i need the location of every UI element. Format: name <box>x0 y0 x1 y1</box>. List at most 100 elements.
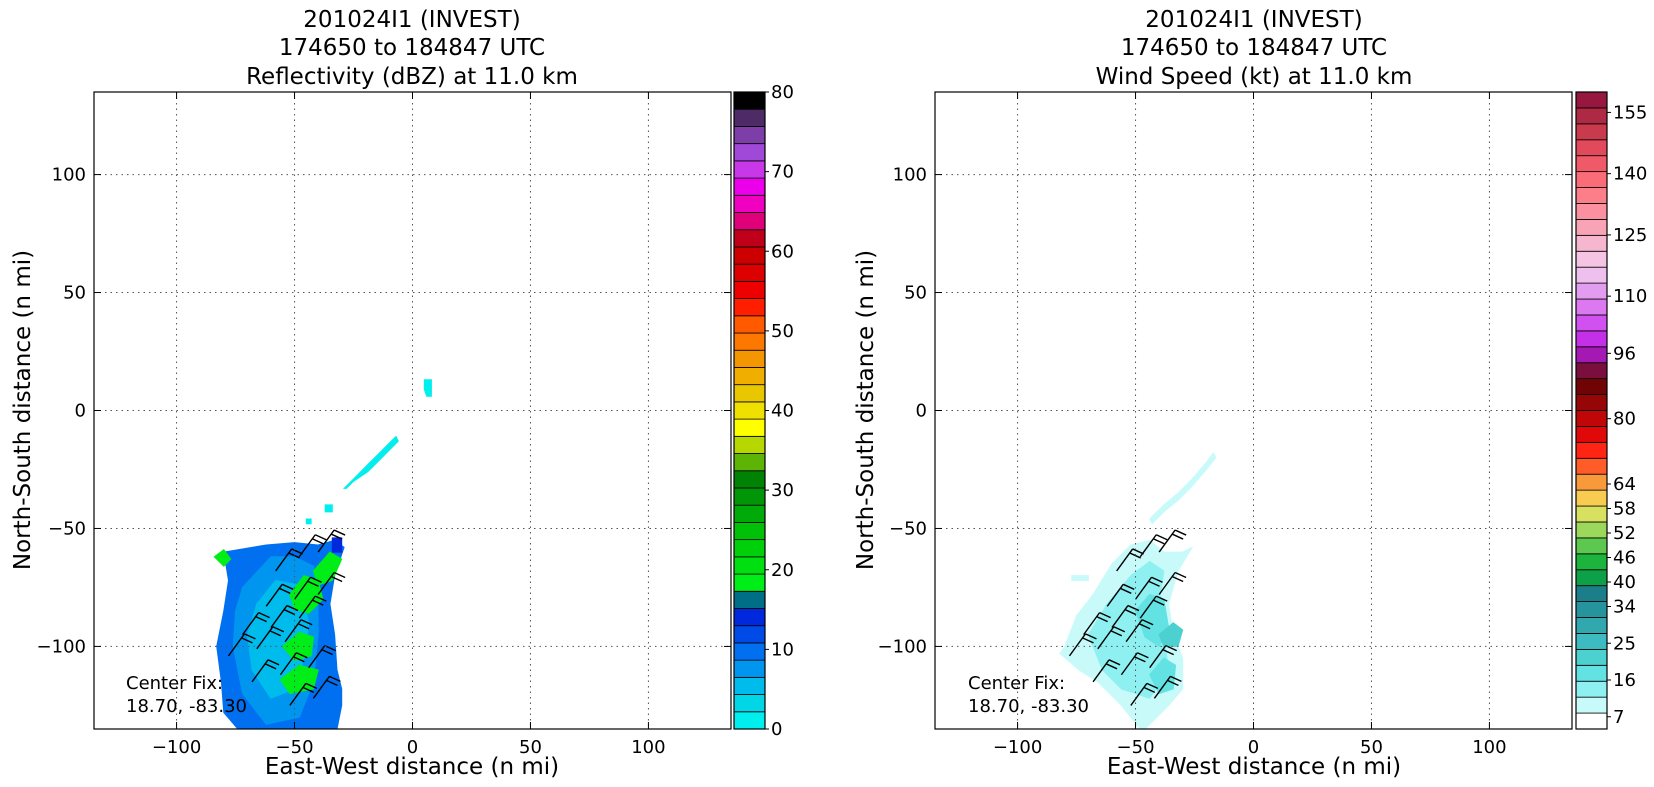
reflectivity-colorbar-segment <box>733 470 766 489</box>
wind-barb <box>1139 595 1168 619</box>
reflectivity-colorbar-segment <box>733 590 766 609</box>
reflectivity-colorbar-tick-label: 80 <box>771 82 794 103</box>
wind-speed-y-tick-label: 0 <box>916 401 927 422</box>
wind-barb-flag <box>267 659 280 666</box>
wind-barb-flag <box>1108 659 1121 666</box>
wind-barb-flag <box>305 682 318 690</box>
wind-speed-colorbar-tick-label: 80 <box>1613 409 1636 430</box>
reflectivity-gridlines <box>94 92 731 729</box>
reflectivity-colorbar-segment <box>733 126 766 145</box>
wind-barb-flag <box>300 619 313 626</box>
reflectivity-colorbar-segment <box>733 229 766 248</box>
reflectivity-y-axis-label: North-South distance (n mi) <box>10 250 36 570</box>
wind-speed-colorbar-tick-label: 34 <box>1613 597 1636 618</box>
reflectivity-colorbar-tick-label: 60 <box>771 241 794 262</box>
wind-speed-x-tick-label: 50 <box>1360 737 1383 758</box>
wind-barb <box>1111 604 1140 628</box>
wind-speed-colorbar-segment <box>1575 282 1608 300</box>
reflectivity-colorbar-segment <box>733 367 766 386</box>
wind-speed-colorbar-segment <box>1575 680 1608 698</box>
wind-barb <box>1158 529 1187 553</box>
reflectivity-colorbar-segment <box>733 194 766 213</box>
wind-barb-flag <box>1132 548 1144 555</box>
reflectivity-y-tick-label: −50 <box>48 518 86 539</box>
reflectivity-x-tick-label: 50 <box>519 737 542 758</box>
wind-speed-colorbar-segment <box>1575 187 1608 204</box>
wind-speed-colorbar-segment <box>1575 601 1608 618</box>
wind-barb-flag <box>1119 587 1132 594</box>
reflectivity-y-tick-label: 100 <box>52 165 86 186</box>
reflectivity-colorbar-segment <box>733 280 766 299</box>
reflectivity-echo-region <box>331 537 343 553</box>
wind-barb-flag <box>310 576 322 583</box>
wind-barb <box>1120 652 1149 676</box>
wind-barb-flag <box>1155 595 1168 602</box>
reflectivity-echo-region <box>213 548 232 567</box>
reflectivity-y-tick-label: 50 <box>63 283 86 304</box>
wind-speed-colorbar-segment <box>1575 330 1608 348</box>
reflectivity-colorbar-segment <box>733 177 766 196</box>
wind-barb-flag <box>1085 633 1097 640</box>
wind-speed-colorbar-segment <box>1575 537 1608 555</box>
wind-barb-flag <box>1174 529 1187 536</box>
wind-speed-colorbar-segment <box>1575 569 1608 587</box>
wind-speed-colorbar-segment <box>1575 473 1608 491</box>
wind-speed-colorbar-segment <box>1575 696 1608 714</box>
wind-speed-y-tick-label: 50 <box>904 283 927 304</box>
wind-speed-colorbar-tick-label: 46 <box>1613 548 1636 569</box>
reflectivity-echo-region <box>279 664 319 695</box>
reflectivity-echo-region <box>312 551 343 586</box>
wind-speed-panel: 201024I1 (INVEST) 174650 to 184847 UTC W… <box>853 7 1647 780</box>
wind-speed-colorbar-tick-label: 7 <box>1613 707 1624 728</box>
wind-barb-flag <box>324 645 336 652</box>
wind-speed-colorbar-segment <box>1575 155 1608 173</box>
wind-speed-colorbar-segment <box>1575 298 1608 316</box>
wind-speed-center-fix-label: Center Fix: <box>968 673 1065 694</box>
reflectivity-colorbar-segment <box>733 418 766 437</box>
wind-speed-colorbar-segment <box>1575 171 1608 188</box>
wind-barb-flag <box>314 595 327 602</box>
wind-speed-colorbar-tick-label: 58 <box>1613 499 1636 520</box>
wind-speed-colorbar-segment <box>1575 410 1608 427</box>
reflectivity-colorbar-segment <box>733 711 766 730</box>
wind-barb-flag <box>1127 604 1140 612</box>
wind-barb-flag <box>1124 608 1137 616</box>
wind-barb <box>298 595 327 619</box>
wind-barb-flag <box>1143 686 1156 694</box>
wind-speed-colorbar-tick-label: 25 <box>1613 633 1636 654</box>
wind-speed-gridlines <box>935 92 1572 729</box>
wind-barb-flag <box>291 548 303 555</box>
wind-speed-colorbar-segment <box>1575 250 1608 268</box>
wind-barb <box>1139 534 1168 558</box>
reflectivity-colorbar-segment <box>733 435 766 454</box>
wind-speed-echo-region <box>1158 622 1184 647</box>
reflectivity-panel: 201024I1 (INVEST) 174650 to 184847 UTC R… <box>10 7 794 780</box>
wind-barb-flag <box>1137 652 1149 659</box>
wind-barb-flag <box>329 675 341 682</box>
wind-speed-y-axis-label: North-South distance (n mi) <box>853 250 879 570</box>
wind-speed-colorbar-segment <box>1575 139 1608 157</box>
wind-speed-plot-area: −100 −50 0 50 100 −100 −50 0 50 100 <box>878 91 1573 758</box>
wind-speed-colorbar-segment <box>1575 441 1608 459</box>
reflectivity-wind-barbs <box>227 529 346 706</box>
wind-barb <box>1153 675 1182 699</box>
wind-barb-flag <box>330 575 343 583</box>
wind-barb-flag <box>1134 656 1146 663</box>
reflectivity-y-tick-label: −100 <box>37 636 86 657</box>
wind-speed-colorbar-segment <box>1575 521 1608 539</box>
wind-barb-flag <box>281 583 294 590</box>
reflectivity-x-tick-label: −100 <box>152 737 201 758</box>
reflectivity-colorbar-segment <box>733 522 766 541</box>
wind-barb-flag <box>333 571 346 579</box>
wind-speed-colorbar: 7 16 25 34 40 46 52 58 64 80 96 110 125 140 155 <box>1575 91 1647 730</box>
wind-speed-colorbar-tick-label: 40 <box>1613 572 1636 593</box>
wind-barb <box>1134 576 1163 600</box>
wind-barb <box>1130 682 1159 706</box>
reflectivity-center-fix-coords: 18.70, -83.30 <box>126 696 247 717</box>
wind-barb-flag <box>241 637 253 644</box>
wind-speed-x-tick-label: −50 <box>1117 737 1155 758</box>
wind-barb <box>265 583 294 607</box>
reflectivity-x-tick-label: 100 <box>631 737 665 758</box>
wind-barb <box>317 571 346 595</box>
wind-barb-flag <box>244 633 256 640</box>
